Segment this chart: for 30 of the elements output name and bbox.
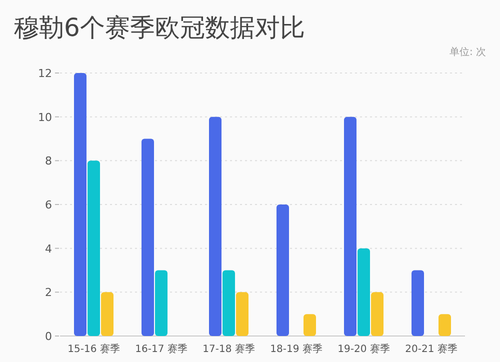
y-tick-label: 2 — [45, 286, 52, 300]
bar — [101, 292, 114, 336]
bar — [155, 270, 168, 336]
x-tick-label: 19-20 赛季 — [338, 343, 390, 355]
x-tick-label: 17-18 赛季 — [202, 343, 255, 355]
bar — [344, 116, 356, 336]
y-tick-label: 12 — [38, 67, 52, 80]
x-tick-label: 15-16 赛季 — [68, 343, 120, 355]
bar — [438, 314, 451, 336]
bar — [304, 314, 316, 336]
bar — [222, 270, 235, 336]
bar — [236, 292, 248, 336]
y-tick-label: 6 — [45, 198, 52, 212]
x-tick-label: 16-17 赛季 — [135, 343, 188, 355]
bar — [209, 116, 222, 336]
bar — [74, 73, 86, 336]
bar — [371, 292, 384, 336]
text: 单位: 次 — [449, 46, 486, 58]
x-tick-label: 18-19 赛季 — [270, 343, 322, 355]
x-tick-label: 20-21 赛季 — [405, 343, 458, 355]
bar — [358, 248, 370, 336]
bar — [276, 204, 289, 336]
y-tick-label: 10 — [38, 110, 52, 124]
chart-title: 穆勒6个赛季欧冠数据对比 — [14, 13, 305, 42]
y-tick-label: 4 — [45, 242, 52, 256]
bar — [88, 160, 100, 336]
y-tick-label: 0 — [45, 330, 52, 343]
bar — [142, 138, 154, 336]
bar — [412, 270, 424, 336]
y-tick-label: 8 — [45, 154, 52, 168]
